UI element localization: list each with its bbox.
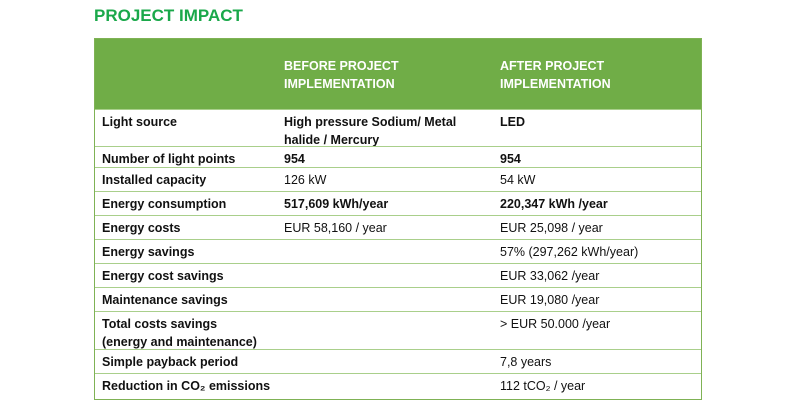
table-row: Maintenance savings EUR 19,080 /year [95, 287, 701, 311]
table-row: Energy cost savings EUR 33,062 /year [95, 263, 701, 287]
page-title: PROJECT IMPACT [94, 6, 243, 25]
before-value: High pressure Sodium/ Metal halide / Mer… [284, 115, 457, 147]
row-label: Energy savings [102, 245, 195, 259]
after-value: 54 kW [500, 173, 536, 187]
after-value: EUR 33,062 /year [500, 269, 600, 283]
after-value: 7,8 years [500, 355, 552, 369]
row-label: Installed capacity [102, 173, 207, 187]
row-label: Light source [102, 115, 178, 129]
header-after: AFTER PROJECT IMPLEMENTATION [500, 59, 611, 91]
after-value: 112 tCO₂ / year [500, 379, 586, 393]
project-impact-table: BEFORE PROJECT IMPLEMENTATION AFTER PROJ… [94, 38, 702, 400]
table-row: Energy consumption 517,609 kWh/year 220,34… [95, 191, 701, 215]
table-row: Number of light points 954 954 [95, 146, 701, 167]
table-row: Simple payback period 7,8 years [95, 349, 701, 373]
row-label: Reduction in CO₂ emissions [102, 379, 271, 393]
after-value: 57% (297,262 kWh/year) [500, 245, 639, 259]
row-label: Simple payback period [102, 355, 239, 369]
after-value: 954 [500, 152, 521, 166]
before-value: 126 kW [284, 173, 327, 187]
after-value: EUR 25,098 / year [500, 221, 603, 235]
row-label: Energy consumption [102, 197, 227, 211]
table-row: Total costs savings (energy and maintena… [95, 311, 701, 349]
before-value: 517,609 kWh/year [284, 197, 389, 211]
row-label: Total costs savings (energy and maintena… [102, 317, 257, 349]
header-before: BEFORE PROJECT IMPLEMENTATION [284, 59, 399, 91]
before-value: EUR 58,160 / year [284, 221, 387, 235]
row-label: Maintenance savings [102, 293, 228, 307]
row-label: Energy cost savings [102, 269, 224, 283]
after-value: 220,347 kWh /year [500, 197, 608, 211]
table-row: Reduction in CO₂ emissions 112 tCO₂ / yea… [95, 373, 701, 399]
after-value: EUR 19,080 /year [500, 293, 600, 307]
before-value: 954 [284, 152, 305, 166]
table-row: Energy costs EUR 58,160 / year EUR 25,098 … [95, 215, 701, 239]
row-label: Energy costs [102, 221, 181, 235]
table-row: Light source High pressure Sodium/ Metal … [95, 109, 701, 147]
after-value: LED [500, 115, 525, 129]
row-label: Number of light points [102, 152, 236, 166]
table-row: Installed capacity 126 kW 54 kW [95, 167, 701, 191]
after-value: > EUR 50.000 /year [500, 317, 611, 331]
table-row: Energy savings 57% (297,262 kWh/year) [95, 239, 701, 263]
table-header: BEFORE PROJECT IMPLEMENTATION AFTER PROJ… [95, 39, 701, 109]
